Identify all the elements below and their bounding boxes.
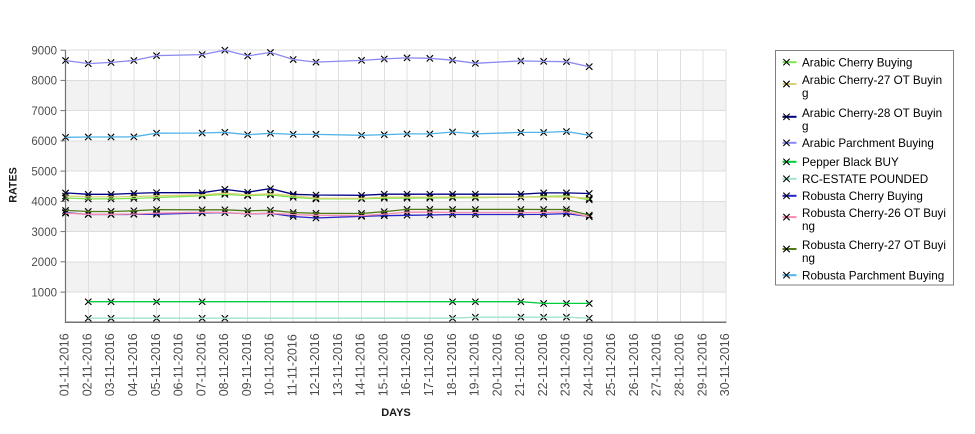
svg-text:03-11-2016: 03-11-2016 <box>103 333 117 396</box>
svg-text:RATES: RATES <box>8 167 20 202</box>
svg-text:08-11-2016: 08-11-2016 <box>217 333 231 396</box>
svg-text:27-11-2016: 27-11-2016 <box>650 333 664 396</box>
svg-text:20-11-2016: 20-11-2016 <box>490 333 504 396</box>
svg-text:14-11-2016: 14-11-2016 <box>354 333 368 396</box>
svg-text:24-11-2016: 24-11-2016 <box>581 333 595 396</box>
svg-text:01-11-2016: 01-11-2016 <box>58 333 72 396</box>
svg-text:25-11-2016: 25-11-2016 <box>604 333 618 396</box>
svg-text:Arabic Cherry Buying: Arabic Cherry Buying <box>802 57 912 70</box>
svg-text:Robusta Cherry-27 OT Buyi: Robusta Cherry-27 OT Buyi <box>802 239 946 252</box>
svg-text:02-11-2016: 02-11-2016 <box>81 333 95 396</box>
svg-text:2000: 2000 <box>31 257 57 269</box>
svg-text:Robusta Cherry-26 OT Buyi: Robusta Cherry-26 OT Buyi <box>802 207 946 220</box>
svg-text:17-11-2016: 17-11-2016 <box>422 333 436 396</box>
svg-text:13-11-2016: 13-11-2016 <box>331 333 345 396</box>
svg-text:g: g <box>802 120 809 133</box>
svg-text:Arabic Cherry-28 OT Buyin: Arabic Cherry-28 OT Buyin <box>802 107 942 120</box>
svg-text:g: g <box>802 87 809 100</box>
svg-text:Arabic Cherry-27 OT Buyin: Arabic Cherry-27 OT Buyin <box>802 74 942 87</box>
svg-text:18-11-2016: 18-11-2016 <box>445 333 459 396</box>
svg-text:Pepper Black BUY: Pepper Black BUY <box>802 156 899 169</box>
svg-text:4000: 4000 <box>31 197 57 209</box>
svg-text:29-11-2016: 29-11-2016 <box>695 333 709 396</box>
svg-text:12-11-2016: 12-11-2016 <box>308 333 322 396</box>
svg-text:22-11-2016: 22-11-2016 <box>536 333 550 396</box>
svg-text:8000: 8000 <box>31 76 57 88</box>
svg-text:5000: 5000 <box>31 166 57 178</box>
svg-text:6000: 6000 <box>31 136 57 148</box>
svg-text:7000: 7000 <box>31 106 57 118</box>
svg-text:9000: 9000 <box>31 45 57 57</box>
svg-text:10-11-2016: 10-11-2016 <box>263 333 277 396</box>
svg-text:3000: 3000 <box>31 227 57 239</box>
svg-text:06-11-2016: 06-11-2016 <box>172 333 186 396</box>
svg-text:28-11-2016: 28-11-2016 <box>673 333 687 396</box>
svg-text:04-11-2016: 04-11-2016 <box>126 333 140 396</box>
svg-text:1000: 1000 <box>31 287 57 299</box>
svg-text:Robusta Parchment Buying: Robusta Parchment Buying <box>802 270 944 283</box>
svg-text:09-11-2016: 09-11-2016 <box>240 333 254 396</box>
svg-text:Arabic Parchment Buying: Arabic Parchment Buying <box>802 137 934 150</box>
svg-text:11-11-2016: 11-11-2016 <box>285 334 299 396</box>
svg-text:21-11-2016: 21-11-2016 <box>513 333 527 396</box>
svg-text:RC-ESTATE POUNDED: RC-ESTATE POUNDED <box>802 173 928 186</box>
svg-text:Robusta Cherry Buying: Robusta Cherry Buying <box>802 190 923 203</box>
svg-text:15-11-2016: 15-11-2016 <box>377 333 391 396</box>
svg-text:DAYS: DAYS <box>381 407 411 419</box>
svg-text:ng: ng <box>802 252 815 265</box>
svg-text:ng: ng <box>802 220 815 233</box>
svg-text:30-11-2016: 30-11-2016 <box>718 333 732 396</box>
svg-text:26-11-2016: 26-11-2016 <box>627 333 641 396</box>
svg-text:05-11-2016: 05-11-2016 <box>149 333 163 396</box>
svg-text:16-11-2016: 16-11-2016 <box>399 333 413 396</box>
svg-text:23-11-2016: 23-11-2016 <box>559 333 573 396</box>
svg-text:19-11-2016: 19-11-2016 <box>468 333 482 396</box>
svg-text:07-11-2016: 07-11-2016 <box>194 333 208 396</box>
